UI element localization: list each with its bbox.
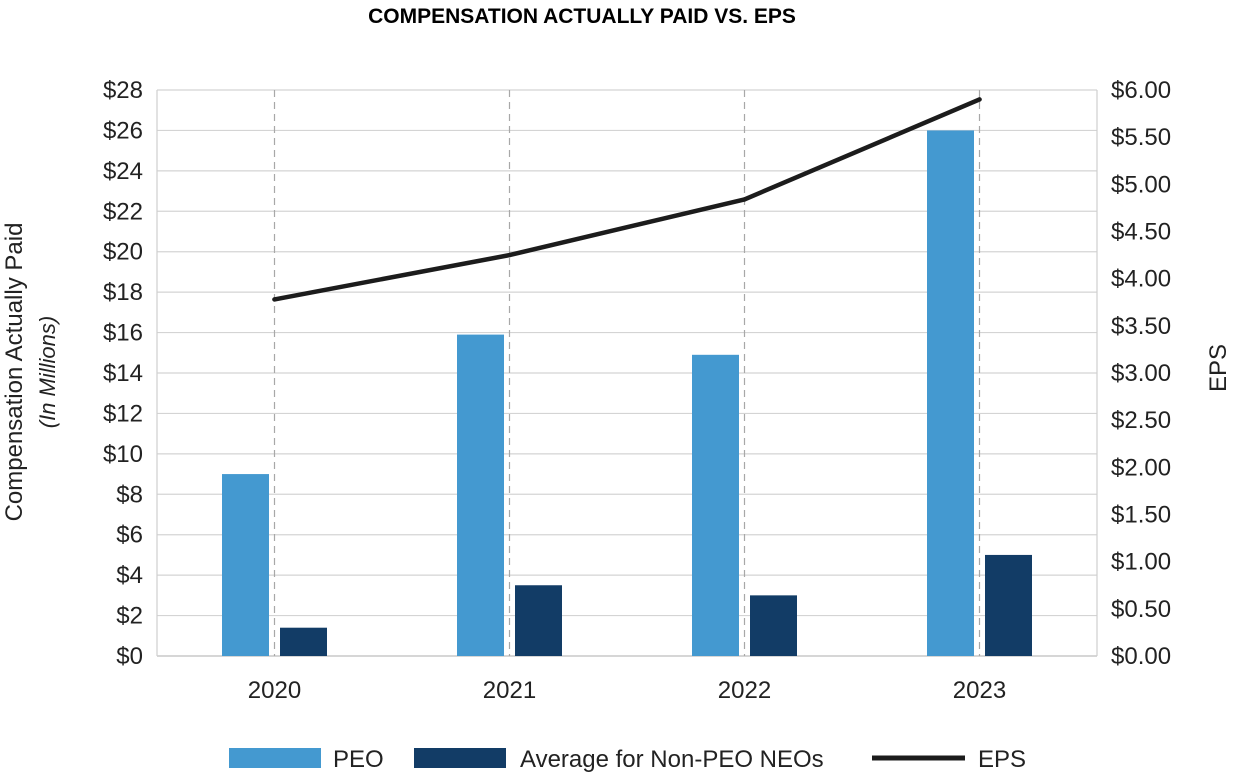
x-tick-label-2022: 2022	[718, 677, 771, 704]
y-tick-label: $4	[116, 562, 143, 589]
y2-tick-label: $6.00	[1111, 77, 1171, 104]
y-tick-label: $14	[103, 360, 143, 387]
legend-swatch-non-peo-neos	[414, 748, 506, 768]
bar-non-peo-neos-2020	[280, 627, 327, 656]
y2-tick-label: $3.50	[1111, 313, 1171, 340]
y-axis-left-subtitle: (In Millions)	[35, 316, 60, 428]
y-axis-right-title: EPS	[1205, 344, 1232, 392]
y2-tick-label: $4.50	[1111, 219, 1171, 246]
eps-point-2022	[742, 197, 747, 202]
bar-peo-2020	[222, 474, 269, 656]
chart-title: COMPENSATION ACTUALLY PAID VS. EPS	[368, 5, 796, 28]
legend-swatch-peo	[229, 748, 321, 768]
y2-tick-label: $2.50	[1111, 407, 1171, 434]
legend-label-eps: EPS	[978, 746, 1026, 773]
y-axis-left-ticks: $0 $2 $4 $6 $8 $10 $12 $14 $16 $18 $20 $22 $24 $26 $28	[103, 77, 143, 670]
y2-tick-label: $1.00	[1111, 549, 1171, 576]
y2-tick-label: $2.00	[1111, 454, 1171, 481]
bar-layer	[222, 130, 1032, 656]
x-axis-ticks: 2020 2021 2022 2023	[248, 677, 1006, 704]
y-tick-label: $28	[103, 77, 143, 104]
y2-tick-label: $4.00	[1111, 266, 1171, 293]
eps-line	[272, 97, 982, 302]
y-tick-label: $2	[116, 603, 143, 630]
y-tick-label: $18	[103, 279, 143, 306]
eps-point-2020	[272, 297, 277, 302]
x-tick-label-2020: 2020	[248, 677, 301, 704]
y-tick-label: $24	[103, 158, 143, 185]
bar-peo-2023	[927, 130, 974, 656]
y-axis-left-title: Compensation Actually Paid	[1, 223, 28, 522]
legend-label-non-peo-neos: Average for Non-PEO NEOs	[520, 746, 824, 773]
line-layer	[272, 97, 982, 302]
bar-peo-2022	[692, 354, 739, 656]
y-tick-label: $0	[116, 643, 143, 670]
eps-point-2021	[507, 252, 512, 258]
y2-tick-label: $0.00	[1111, 643, 1171, 670]
bar-non-peo-neos-2023	[985, 554, 1032, 656]
x-tick-label-2023: 2023	[953, 677, 1006, 704]
y2-tick-label: $3.00	[1111, 360, 1171, 387]
bar-non-peo-neos-2022	[750, 595, 797, 656]
y-tick-label: $22	[103, 198, 143, 225]
y2-tick-label: $5.00	[1111, 171, 1171, 198]
y-tick-label: $20	[103, 239, 143, 266]
y-tick-label: $8	[116, 481, 143, 508]
y-tick-label: $26	[103, 117, 143, 144]
bar-non-peo-neos-2021	[515, 585, 562, 656]
eps-point-2023	[977, 97, 982, 102]
y-axis-right-ticks: $0.00 $0.50 $1.00 $1.50 $2.00 $2.50 $3.00 $3.50…	[1111, 77, 1171, 670]
y-tick-label: $6	[116, 522, 143, 549]
bar-peo-2021	[457, 334, 504, 656]
y-tick-label: $12	[103, 400, 143, 427]
y-tick-label: $16	[103, 320, 143, 347]
legend: PEO Average for Non-PEO NEOs EPS	[229, 746, 1026, 773]
y2-tick-label: $5.50	[1111, 124, 1171, 151]
y2-tick-label: $1.50	[1111, 502, 1171, 529]
x-tick-label-2021: 2021	[483, 677, 536, 704]
y2-tick-label: $0.50	[1111, 596, 1171, 623]
y-tick-label: $10	[103, 441, 143, 468]
legend-label-peo: PEO	[333, 746, 384, 773]
